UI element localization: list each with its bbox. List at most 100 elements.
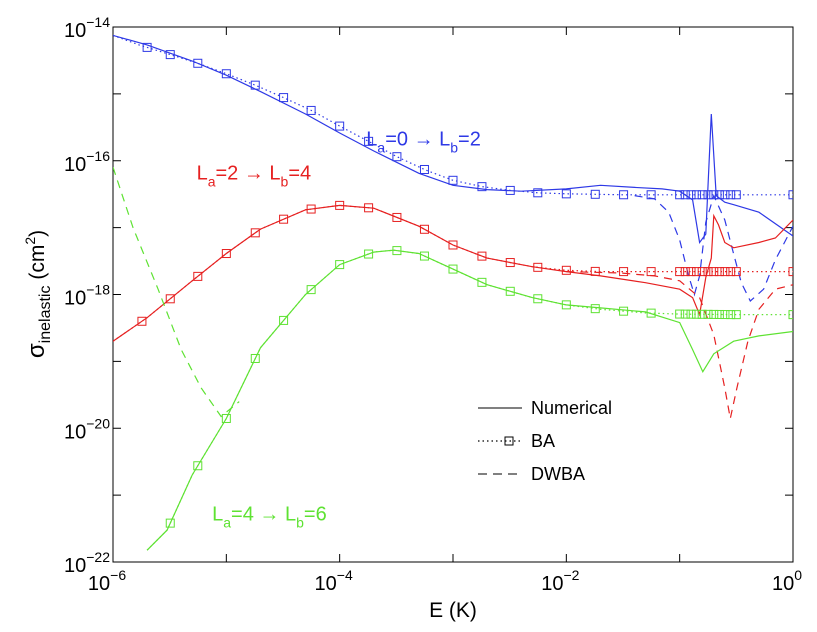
y-axis-unit-exp: 2 xyxy=(22,237,38,245)
series-marker xyxy=(335,260,345,270)
series-marker xyxy=(221,413,231,423)
legend: Numerical BA DWBA xyxy=(470,390,650,500)
series-marker xyxy=(619,190,629,200)
series-line xyxy=(634,193,793,302)
y-axis-sub: inelastic xyxy=(37,286,54,344)
series-marker xyxy=(561,300,571,310)
series-marker xyxy=(279,93,289,103)
series-marker xyxy=(714,267,724,277)
series-marker xyxy=(419,224,429,234)
series-marker xyxy=(221,249,231,259)
series-line xyxy=(113,204,793,342)
series-marker xyxy=(703,190,713,200)
series-marker xyxy=(646,308,656,318)
legend-dwba-label: DWBA xyxy=(531,464,585,484)
series-marker xyxy=(419,164,429,174)
annotation-part: b xyxy=(281,174,289,190)
x-tick-base: 10 xyxy=(88,573,110,595)
legend-numerical-label: Numerical xyxy=(531,398,612,418)
series-marker xyxy=(193,461,203,471)
y-tick-exp: −16 xyxy=(86,148,110,164)
series-marker xyxy=(731,310,741,320)
series-marker xyxy=(279,214,289,224)
series-marker xyxy=(709,190,719,200)
series-marker xyxy=(505,258,515,268)
y-tick-exp: −14 xyxy=(86,14,110,30)
series-marker xyxy=(142,42,152,52)
annotation-green: La=4 → Lb=6 xyxy=(212,503,327,530)
series-marker xyxy=(533,262,543,272)
y-tick-base: 10 xyxy=(64,20,86,42)
series-marker xyxy=(505,185,515,195)
x-tick-exp: 0 xyxy=(794,567,802,583)
x-tick-exp: −4 xyxy=(337,567,353,583)
x-tick-label: 10−2 xyxy=(541,567,579,595)
series-marker xyxy=(590,266,600,276)
series-marker xyxy=(335,121,345,131)
annotation-part: b xyxy=(296,514,304,530)
annotation-part: =0 → L xyxy=(385,128,450,150)
series-marker xyxy=(590,304,600,314)
series-marker xyxy=(250,353,260,363)
series-marker xyxy=(590,189,600,199)
series-marker xyxy=(697,309,707,319)
series-marker xyxy=(477,182,487,192)
series-marker xyxy=(675,309,685,319)
y-axis-title: σinelastic (cm2) xyxy=(22,230,54,358)
series-marker xyxy=(686,309,696,319)
series-line xyxy=(146,249,793,551)
x-tick-exp: −6 xyxy=(110,567,126,583)
series-marker xyxy=(709,309,719,319)
series-marker xyxy=(619,306,629,316)
series-marker xyxy=(306,105,316,115)
series-marker xyxy=(448,240,458,250)
annotation-part: L xyxy=(366,128,377,150)
series-marker xyxy=(250,228,260,238)
y-tick-label: 10−20 xyxy=(64,415,110,443)
series-marker xyxy=(731,267,741,277)
legend-ba-marker xyxy=(504,436,514,446)
series-marker xyxy=(788,190,793,200)
series-marker xyxy=(720,190,730,200)
series-marker xyxy=(250,80,260,90)
y-axis-unit: (cm xyxy=(26,245,49,286)
y-axis-unit-close: ) xyxy=(26,230,49,237)
series-marker xyxy=(714,190,724,200)
y-tick-exp: −22 xyxy=(86,549,110,565)
annotation-part: a xyxy=(377,139,385,155)
annotation-part: L xyxy=(212,503,223,525)
series-marker xyxy=(726,190,736,200)
series-marker xyxy=(306,204,316,214)
annotation-part: =6 xyxy=(304,503,327,525)
x-tick-label: 10−4 xyxy=(315,567,353,595)
series-marker xyxy=(692,309,702,319)
series-marker xyxy=(279,315,289,325)
annotation-part: a xyxy=(208,174,216,190)
series-marker xyxy=(364,203,374,213)
series-marker xyxy=(392,212,402,222)
series-marker xyxy=(686,190,696,200)
series-marker xyxy=(675,267,685,277)
annotation-red: La=2 → Lb=4 xyxy=(197,163,312,190)
series-marker xyxy=(720,267,730,277)
series-marker xyxy=(726,310,736,320)
series-marker xyxy=(448,175,458,185)
x-tick-exp: −2 xyxy=(563,567,579,583)
series-marker xyxy=(306,285,316,295)
series-marker xyxy=(477,277,487,287)
series-marker xyxy=(703,309,713,319)
legend-ba-label: BA xyxy=(531,431,555,451)
x-tick-base: 10 xyxy=(315,573,337,595)
series-marker xyxy=(709,267,719,277)
series-marker xyxy=(448,264,458,274)
series-line xyxy=(113,34,793,245)
series-marker xyxy=(505,286,515,296)
y-tick-label: 10−16 xyxy=(64,148,110,176)
series-marker xyxy=(703,267,713,277)
series-marker xyxy=(619,267,629,277)
series-marker xyxy=(680,190,690,200)
x-tick-label: 10−6 xyxy=(88,567,126,595)
series-marker xyxy=(697,190,707,200)
